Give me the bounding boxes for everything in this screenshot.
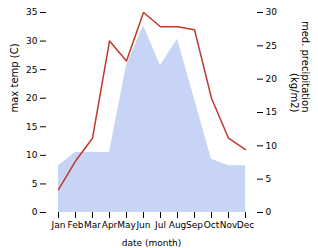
svg-text:0: 0	[32, 207, 38, 217]
svg-text:date (month): date (month)	[122, 238, 181, 248]
svg-text:30: 30	[266, 7, 278, 17]
svg-text:Mar: Mar	[84, 220, 101, 230]
svg-text:30: 30	[26, 36, 38, 46]
svg-text:med. precipitation(kg/m2): med. precipitation(kg/m2)	[289, 21, 311, 113]
svg-text:5: 5	[266, 174, 272, 184]
svg-text:0: 0	[266, 207, 272, 217]
svg-text:Jun: Jun	[135, 220, 150, 230]
svg-text:max temp (C): max temp (C)	[9, 43, 20, 112]
svg-text:20: 20	[266, 74, 278, 84]
svg-text:15: 15	[26, 122, 37, 132]
svg-text:Jul: Jul	[154, 220, 166, 230]
svg-text:25: 25	[26, 65, 37, 75]
svg-text:Aug: Aug	[169, 220, 187, 230]
svg-text:35: 35	[26, 7, 37, 17]
svg-text:10: 10	[26, 150, 38, 160]
svg-text:Dec: Dec	[237, 220, 254, 230]
svg-text:Apr: Apr	[102, 220, 118, 230]
svg-text:Jan: Jan	[51, 220, 66, 230]
svg-text:10: 10	[266, 141, 278, 151]
svg-text:15: 15	[266, 107, 277, 117]
svg-text:5: 5	[32, 179, 38, 189]
svg-text:Nov: Nov	[220, 220, 238, 230]
svg-text:Feb: Feb	[68, 220, 84, 230]
svg-text:25: 25	[266, 41, 277, 51]
svg-text:Sep: Sep	[186, 220, 203, 230]
svg-text:May: May	[117, 220, 136, 230]
svg-text:Oct: Oct	[204, 220, 220, 230]
svg-text:20: 20	[26, 93, 38, 103]
